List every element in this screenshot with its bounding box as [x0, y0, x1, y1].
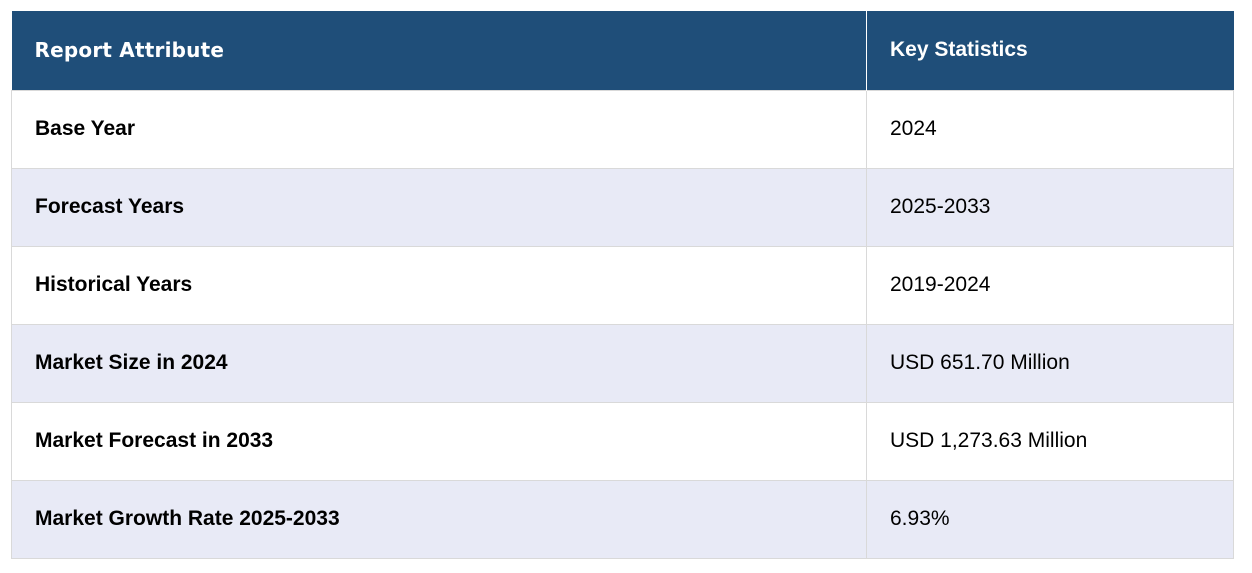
row-attribute: Market Growth Rate 2025-2033	[11, 479, 867, 559]
table-row: Market Size in 2024 USD 651.70 Million	[11, 323, 1234, 403]
row-attribute: Forecast Years	[11, 167, 867, 247]
table-row: Historical Years 2019-2024	[11, 245, 1234, 325]
row-attribute: Market Size in 2024	[11, 323, 867, 403]
row-value: 6.93%	[866, 479, 1234, 559]
table-header: Report Attribute Key Statistics	[11, 11, 1234, 90]
row-value: USD 1,273.63 Million	[866, 401, 1234, 481]
row-attribute: Historical Years	[11, 245, 867, 325]
table-body: Base Year 2024 Forecast Years 2025-2033 …	[11, 89, 1234, 559]
table-row: Market Growth Rate 2025-2033 6.93%	[11, 479, 1234, 559]
row-value: 2019-2024	[866, 245, 1234, 325]
report-table-container: Report Attribute Key Statistics Base Yea…	[11, 11, 1234, 559]
report-statistics-table: Report Attribute Key Statistics Base Yea…	[11, 11, 1234, 559]
table-row: Forecast Years 2025-2033	[11, 167, 1234, 247]
header-report-attribute: Report Attribute	[11, 11, 867, 90]
table-row: Base Year 2024	[11, 89, 1234, 169]
row-attribute: Market Forecast in 2033	[11, 401, 867, 481]
row-attribute: Base Year	[11, 89, 867, 169]
row-value: USD 651.70 Million	[866, 323, 1234, 403]
row-value: 2025-2033	[866, 167, 1234, 247]
header-key-statistics: Key Statistics	[866, 11, 1234, 90]
row-value: 2024	[866, 89, 1234, 169]
header-row: Report Attribute Key Statistics	[11, 11, 1234, 90]
table-row: Market Forecast in 2033 USD 1,273.63 Mil…	[11, 401, 1234, 481]
